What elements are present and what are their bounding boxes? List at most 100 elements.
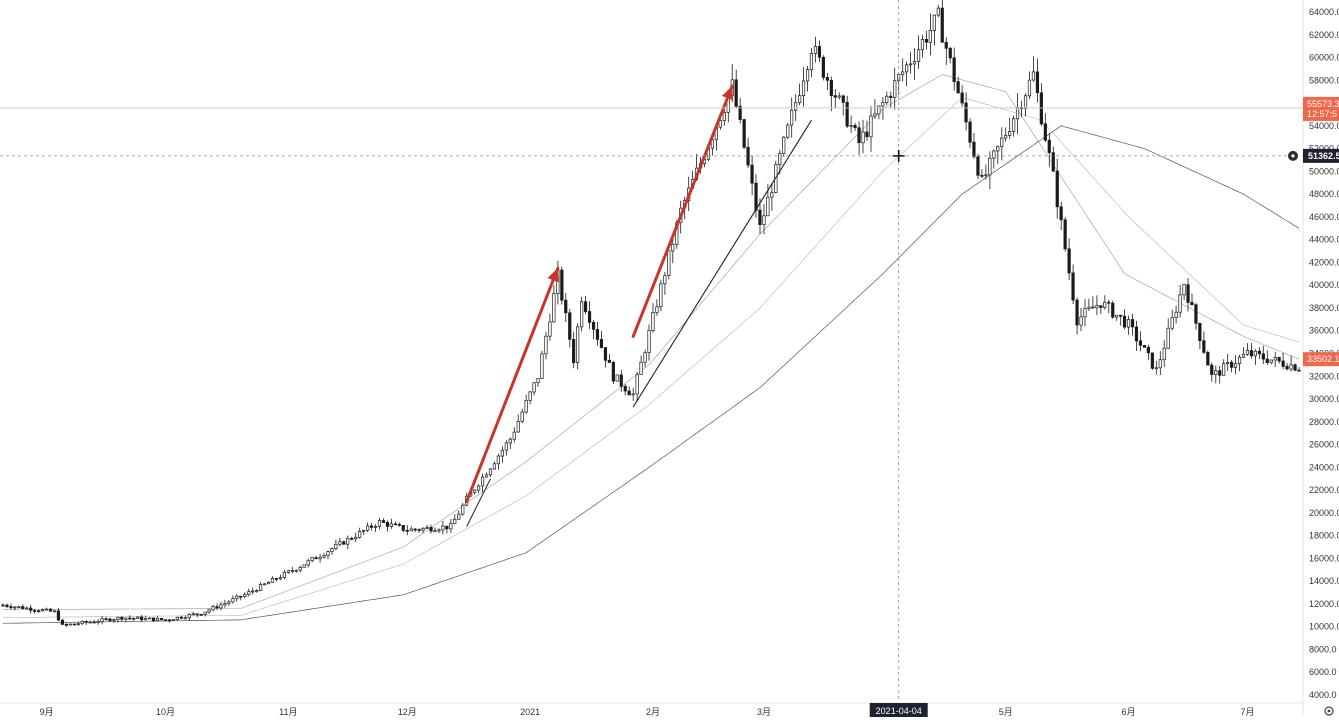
candle-body: [564, 299, 568, 314]
last-price-label: 33502.1: [1307, 354, 1339, 364]
candle: [643, 349, 647, 368]
candle: [988, 151, 992, 189]
candle-body: [548, 321, 552, 337]
candle-body: [1075, 299, 1079, 326]
price-tick-label: 4000.0: [1309, 690, 1337, 700]
candle: [1289, 355, 1293, 372]
candle-body: [552, 293, 556, 323]
candle-body: [496, 455, 500, 465]
current-price-label: 55573.3: [1307, 99, 1339, 109]
candle: [552, 285, 556, 323]
candle-body: [255, 590, 259, 592]
candle-body: [718, 120, 722, 128]
trendline-drawing-3[interactable]: [466, 478, 491, 527]
candle-body: [60, 619, 65, 625]
candle-body: [1297, 369, 1301, 372]
candle: [1273, 351, 1277, 367]
candle-body: [619, 374, 623, 387]
candle: [219, 601, 223, 611]
candle-body: [1107, 301, 1111, 304]
candle: [1071, 264, 1075, 304]
candle: [13, 606, 17, 611]
candle-body: [964, 102, 968, 123]
price-tick-label: 10000.0: [1309, 622, 1339, 632]
candle: [322, 552, 326, 559]
candle: [861, 119, 865, 154]
candle: [92, 619, 96, 624]
candle: [1166, 318, 1170, 350]
candle: [60, 618, 65, 625]
candle-body: [1198, 322, 1202, 342]
candle: [1035, 58, 1040, 103]
candle: [1, 603, 5, 607]
candle-body: [56, 610, 61, 621]
candle: [429, 524, 433, 534]
candle: [916, 35, 921, 69]
moving-averages: [2, 74, 1300, 624]
drawings[interactable]: [465, 84, 812, 527]
candle: [274, 577, 279, 582]
candle: [845, 95, 849, 128]
candle: [1269, 359, 1273, 365]
price-tick-label: 50000.0: [1309, 166, 1339, 176]
candle-body: [247, 591, 251, 595]
time-tick-label: 3月: [757, 707, 771, 717]
candle-body: [742, 119, 746, 148]
candle: [389, 518, 393, 529]
candle: [576, 323, 580, 370]
candle: [437, 528, 441, 533]
candle-body: [1146, 346, 1150, 354]
candle: [425, 524, 429, 529]
candle: [84, 620, 88, 625]
candle: [1012, 115, 1016, 137]
candle-body: [159, 617, 164, 620]
candle: [655, 299, 659, 316]
candle-body: [603, 347, 608, 361]
candle-body: [1245, 350, 1250, 355]
candle-body: [1194, 304, 1198, 324]
price-tick-label: 44000.0: [1309, 235, 1339, 245]
candle-body: [976, 156, 980, 176]
candle: [540, 350, 544, 379]
candle-body: [1079, 316, 1083, 326]
candle: [853, 122, 857, 131]
candle-body: [671, 243, 675, 252]
candle-body: [148, 617, 152, 620]
arrow-drawing-1[interactable]: [631, 84, 734, 338]
candle: [72, 623, 76, 626]
candle: [401, 525, 405, 533]
candle: [132, 617, 136, 621]
candle-body: [1150, 352, 1154, 369]
time-axis[interactable]: 9月 10月 11月 12月 2021 2月 3月 5月 6月 7月 2021-04-04: [0, 702, 1334, 717]
settings-gear-icon[interactable]: [1324, 706, 1334, 716]
candle: [88, 620, 92, 624]
price-tick-label: 40000.0: [1309, 280, 1339, 290]
candle-body: [1154, 367, 1158, 370]
candle: [770, 183, 774, 211]
candle: [314, 555, 318, 560]
candle: [1107, 299, 1111, 314]
candle-body: [330, 548, 334, 552]
candle: [544, 331, 548, 360]
candle-body: [663, 275, 667, 285]
arrow-drawing-0[interactable]: [465, 266, 560, 503]
crosshair: [0, 0, 1303, 699]
candle: [615, 374, 619, 382]
candle: [932, 14, 936, 46]
price-axis[interactable]: 64000.062000.060000.058000.056000.054000…: [1302, 0, 1339, 717]
candle-body: [286, 570, 290, 573]
price-tags: 55573.312:57:5 51362.5 33502.1: [1303, 96, 1339, 367]
candle-body: [5, 604, 9, 607]
candle-body: [746, 146, 750, 166]
time-tick-label: 9月: [40, 707, 54, 717]
candle-body: [936, 7, 940, 16]
trendline-drawing-2[interactable]: [632, 119, 812, 408]
candle: [68, 623, 72, 626]
candle: [44, 607, 49, 611]
candle-body: [1230, 362, 1234, 368]
candle: [825, 72, 829, 91]
candle: [1051, 146, 1055, 172]
candle-body: [1210, 364, 1214, 375]
